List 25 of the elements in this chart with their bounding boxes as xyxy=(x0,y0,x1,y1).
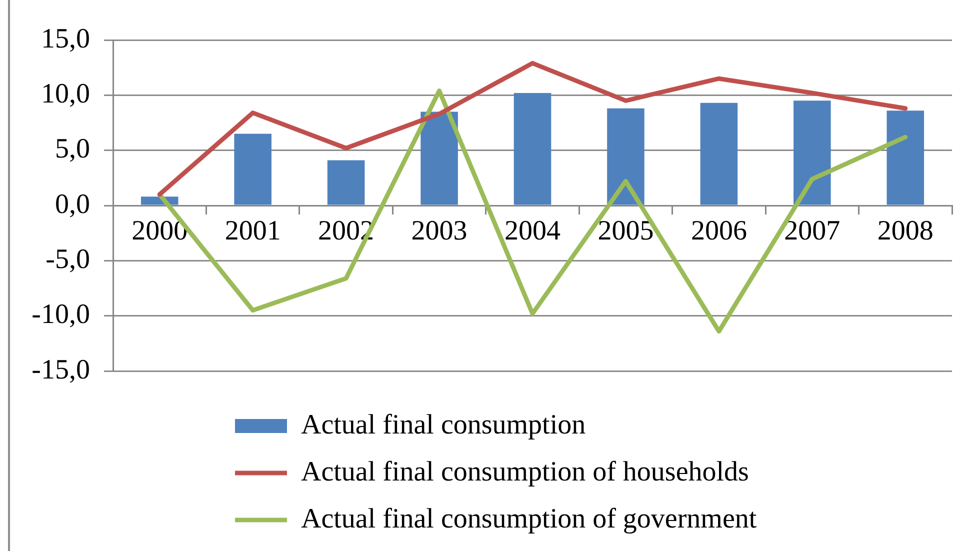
legend-label: Actual final consumption xyxy=(301,409,586,440)
bar xyxy=(794,100,831,205)
bar xyxy=(327,160,365,205)
y-tick-label: -10,0 xyxy=(32,299,90,330)
legend-label: Actual final consumption of government xyxy=(301,503,757,534)
y-tick-label: 15,0 xyxy=(41,23,90,54)
bar xyxy=(420,112,458,205)
x-tick-label: 2006 xyxy=(690,216,747,247)
x-tick-label: 2004 xyxy=(504,216,560,247)
bar xyxy=(607,108,644,205)
x-tick-label: 2007 xyxy=(784,216,840,247)
y-tick-label: 0,0 xyxy=(55,188,90,220)
legend-label: Actual final consumption of households xyxy=(301,456,749,488)
bar xyxy=(700,102,738,205)
y-tick-label: -5,0 xyxy=(46,244,90,276)
bar xyxy=(234,134,272,205)
y-tick-label: -15,0 xyxy=(32,354,90,386)
x-tick-label: 2001 xyxy=(224,216,281,247)
bar xyxy=(886,110,924,205)
x-tick-label: 2008 xyxy=(877,216,934,247)
bar xyxy=(514,92,552,205)
y-tick-label: 5,0 xyxy=(55,134,90,165)
x-tick-label: 2005 xyxy=(598,216,654,247)
y-tick-label: 10,0 xyxy=(41,78,90,110)
x-tick-label: 2003 xyxy=(411,216,468,247)
